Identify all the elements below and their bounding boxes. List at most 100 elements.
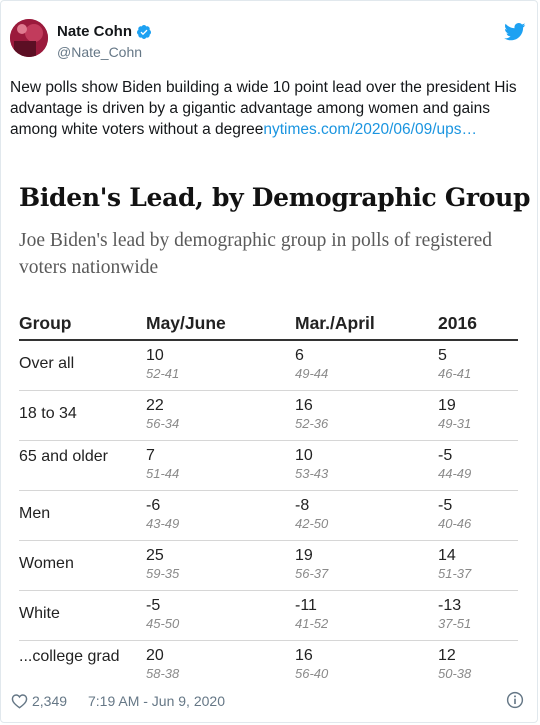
verified-badge-icon [137,24,151,39]
column-header-mar-april: Mar./April [295,313,375,333]
lead-value: 10 [146,347,164,364]
lead-value: 25 [146,547,164,564]
table-cell: -6 43-49 [146,496,179,532]
avatar[interactable] [10,19,48,57]
lead-value: 7 [146,447,155,464]
split-value: 50-38 [438,666,472,681]
split-value: 46-41 [438,366,472,381]
split-value: 40-46 [438,516,472,531]
like-count[interactable]: 2,349 [32,693,68,709]
row-label: Women [19,555,74,572]
lead-value: 16 [295,397,313,414]
tweet-text: New polls show Biden building a wide 10 … [10,77,525,140]
split-value: 56-34 [146,416,180,431]
table-cell: -8 42-50 [295,496,328,532]
column-header-may-june: May/June [146,313,226,333]
table-cell: 5 46-41 [438,346,471,382]
tweet-footer: 2,349 7:19 AM - Jun 9, 2020 [10,691,530,713]
split-value: 44-49 [438,466,472,481]
split-value: 43-49 [146,516,180,531]
split-value: 56-40 [295,666,329,681]
figure-title: Biden's Lead, by Demographic Group [19,183,530,212]
timestamp[interactable]: 7:19 AM - Jun 9, 2020 [88,693,225,709]
split-value: 51-44 [146,466,180,481]
lead-value: -5 [438,447,453,464]
split-value: 58-38 [146,666,180,681]
lead-value: 19 [438,397,456,414]
row-label: 65 and older [19,448,108,465]
lead-value: 16 [295,647,313,664]
row-label: Men [19,505,51,522]
table-cell: 10 53-43 [295,446,328,482]
table-cell: 6 49-44 [295,346,328,382]
split-value: 56-37 [295,566,329,581]
lead-value: 19 [295,547,313,564]
table-cell: -5 44-49 [438,446,471,482]
lead-value: -8 [295,497,310,514]
twitter-bird-icon[interactable] [504,23,526,41]
table-cell: -5 45-50 [146,596,179,632]
lead-value: 5 [438,347,447,364]
table-row: Over all 10 52-41 6 49-44 5 46-41 [19,341,518,391]
split-value: 53-43 [295,466,329,481]
data-table: Group May/June Mar./April 2016 Over all … [19,309,518,689]
split-value: 42-50 [295,516,329,531]
handle[interactable]: @Nate_Cohn [57,44,143,60]
lead-value: 10 [295,447,313,464]
row-label: White [19,605,60,622]
lead-value: 14 [438,547,456,564]
row-label: 18 to 34 [19,405,77,422]
attached-image[interactable]: Biden's Lead, by Demographic Group Joe B… [10,169,530,689]
table-row: ...college grad 20 58-38 16 56-40 12 50-38 [19,641,518,689]
split-value: 49-44 [295,366,329,381]
split-value: 52-41 [146,366,180,381]
lead-value: -5 [146,597,161,614]
table-row: Men -6 43-49 -8 42-50 -5 40-46 [19,491,518,541]
tweet-header: Nate Cohn @Nate_Cohn [10,13,530,65]
table-cell: 16 56-40 [295,646,328,682]
lead-value: 20 [146,647,164,664]
heart-icon[interactable] [11,693,28,709]
lead-value: -5 [438,497,453,514]
column-header-2016: 2016 [438,313,477,333]
table-row: 65 and older 7 51-44 10 53-43 -5 44-49 [19,441,518,491]
article-link[interactable]: nytimes.com/2020/06/09/ups… [263,121,477,138]
split-value: 59-35 [146,566,180,581]
table-header: Group May/June Mar./April 2016 [19,309,518,341]
table-cell: -5 40-46 [438,496,471,532]
split-value: 45-50 [146,616,180,631]
table-cell: 10 52-41 [146,346,179,382]
table-cell: 20 58-38 [146,646,179,682]
lead-value: -6 [146,497,161,514]
table-cell: 22 56-34 [146,396,179,432]
table-cell: -11 41-52 [295,596,328,632]
lead-value: -13 [438,597,462,614]
table-cell: 12 50-38 [438,646,471,682]
table-cell: 19 56-37 [295,546,328,582]
table-cell: 16 52-36 [295,396,328,432]
row-label: Over all [19,355,75,372]
figure-subtitle: Joe Biden's lead by demographic group in… [19,230,493,278]
info-icon[interactable] [506,691,524,709]
table-cell: -13 37-51 [438,596,471,632]
lead-value: -11 [295,597,317,614]
column-header-group: Group [19,313,72,333]
lead-value: 22 [146,397,164,414]
name-row: Nate Cohn [57,23,152,40]
table-cell: 7 51-44 [146,446,179,482]
split-value: 41-52 [295,616,329,631]
table-cell: 19 49-31 [438,396,471,432]
split-value: 49-31 [438,416,472,431]
table-row: White -5 45-50 -11 41-52 -13 37-51 [19,591,518,641]
lead-value: 12 [438,647,456,664]
tweet-body: New polls show Biden building a wide 10 … [10,79,517,138]
display-name[interactable]: Nate Cohn [57,23,132,40]
table-row: 18 to 34 22 56-34 16 52-36 19 49-31 [19,391,518,441]
table-cell: 25 59-35 [146,546,179,582]
lead-value: 6 [295,347,304,364]
split-value: 37-51 [438,616,472,631]
table-cell: 14 51-37 [438,546,471,582]
table-row: Women 25 59-35 19 56-37 14 51-37 [19,541,518,591]
split-value: 51-37 [438,566,472,581]
